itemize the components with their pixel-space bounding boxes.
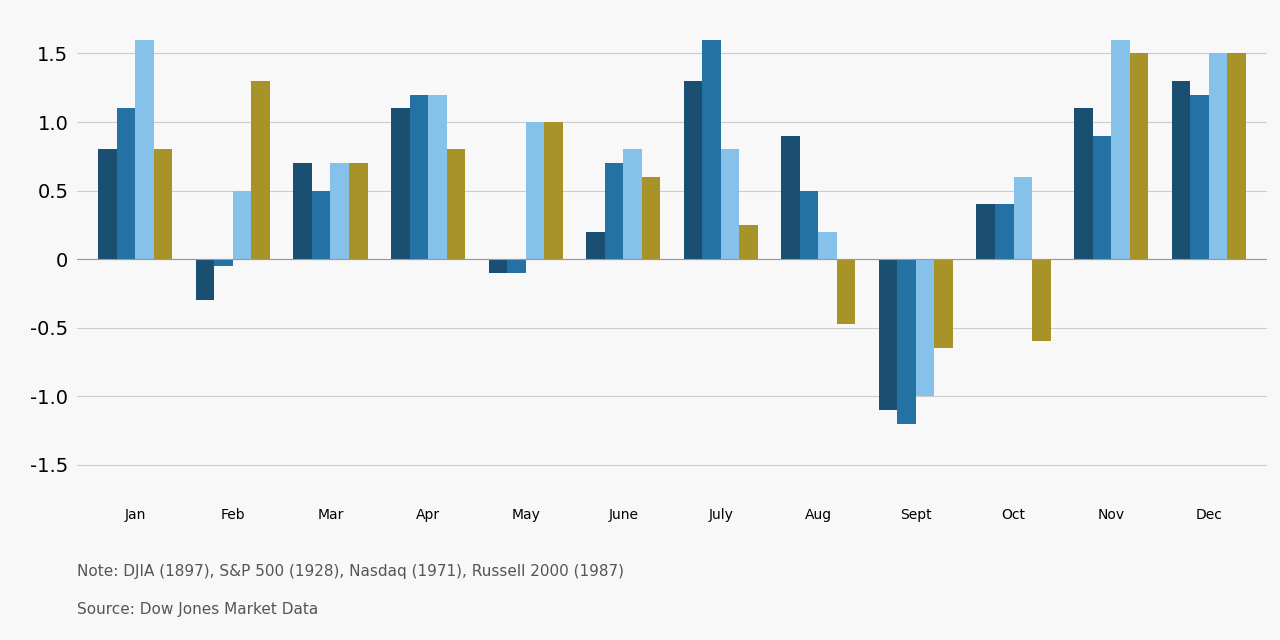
Bar <box>1130 54 1148 259</box>
Bar <box>330 163 349 259</box>
Bar <box>879 259 897 410</box>
Bar <box>1111 40 1130 259</box>
Bar <box>916 259 934 396</box>
Bar <box>507 259 526 273</box>
Bar <box>251 81 270 259</box>
Bar <box>544 122 563 259</box>
Bar <box>781 136 800 259</box>
Bar <box>312 191 330 259</box>
Bar <box>233 191 251 259</box>
Bar <box>1014 177 1032 259</box>
Bar <box>136 40 154 259</box>
Bar <box>410 95 428 259</box>
Bar <box>1228 54 1245 259</box>
Bar <box>1032 259 1051 342</box>
Bar <box>1074 108 1093 259</box>
Bar <box>1208 54 1228 259</box>
Bar <box>447 150 465 259</box>
Text: Note: DJIA (1897), S&P 500 (1928), Nasdaq (1971), Russell 2000 (1987): Note: DJIA (1897), S&P 500 (1928), Nasda… <box>77 564 623 579</box>
Bar <box>214 259 233 266</box>
Bar <box>390 108 410 259</box>
Bar <box>116 108 136 259</box>
Bar <box>604 163 623 259</box>
Bar <box>489 259 507 273</box>
Bar <box>641 177 660 259</box>
Bar <box>740 225 758 259</box>
Bar <box>293 163 312 259</box>
Bar <box>897 259 916 424</box>
Bar <box>349 163 367 259</box>
Bar <box>800 191 818 259</box>
Bar <box>934 259 954 348</box>
Bar <box>995 204 1014 259</box>
Bar <box>196 259 214 300</box>
Text: Source: Dow Jones Market Data: Source: Dow Jones Market Data <box>77 602 317 618</box>
Bar <box>1190 95 1208 259</box>
Bar <box>684 81 703 259</box>
Bar <box>99 150 116 259</box>
Bar <box>526 122 544 259</box>
Bar <box>977 204 995 259</box>
Bar <box>1171 81 1190 259</box>
Bar <box>837 259 855 324</box>
Bar <box>1093 136 1111 259</box>
Bar <box>586 232 604 259</box>
Bar <box>721 150 740 259</box>
Bar <box>623 150 641 259</box>
Bar <box>818 232 837 259</box>
Bar <box>703 40 721 259</box>
Bar <box>154 150 173 259</box>
Bar <box>428 95 447 259</box>
